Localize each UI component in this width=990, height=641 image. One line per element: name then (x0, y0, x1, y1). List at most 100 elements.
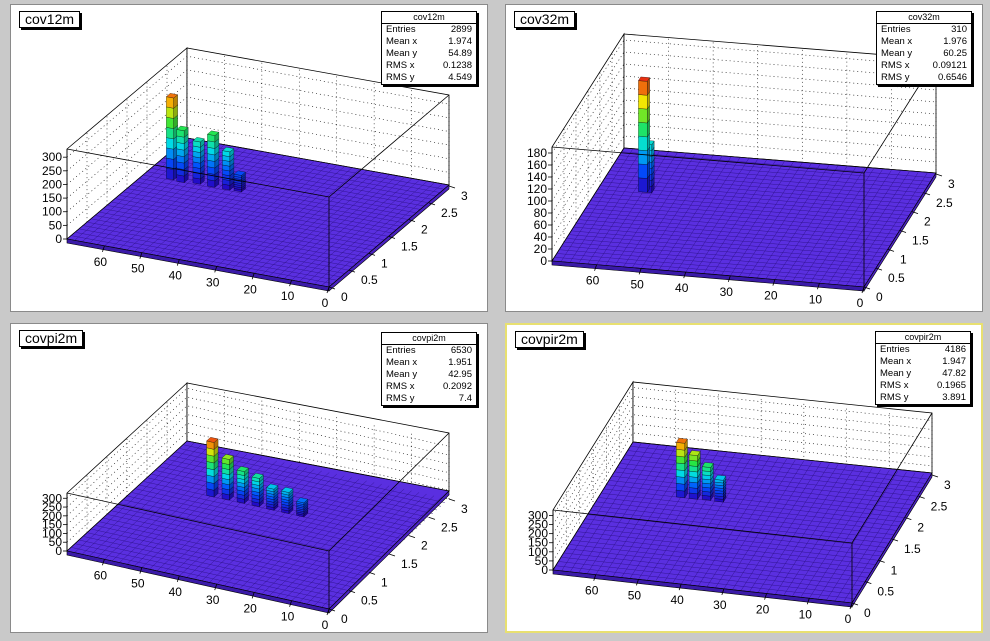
floor-cell-line (621, 151, 934, 178)
y-tick (636, 579, 639, 586)
stats-value: 4186 (944, 344, 966, 355)
z-gridline (66, 83, 450, 185)
bar-face-front (166, 116, 174, 129)
stats-value: 42.95 (448, 369, 472, 380)
stats-value: 1.951 (448, 357, 472, 368)
stats-row-rms-x: RMS x 0.2092 (382, 381, 476, 393)
y-tick (849, 602, 853, 610)
stats-label: Entries (881, 24, 911, 35)
histogram-bar (701, 462, 714, 501)
bar-face-front (166, 168, 174, 180)
bar-face-top (165, 93, 179, 99)
floor-cell-line (138, 484, 402, 544)
floor-cell-line (209, 472, 330, 583)
y-tick-label: 60 (94, 255, 108, 269)
bar-face-top (221, 454, 234, 460)
x-tick (428, 516, 436, 520)
floor-cell-line (268, 485, 390, 596)
floor-cell-line (142, 174, 406, 224)
floor-cell-line (70, 547, 334, 606)
stats-value: 4.549 (448, 72, 472, 83)
stats-row-rms-y: RMS y 0.6546 (877, 72, 971, 84)
floor-cell-line (106, 514, 370, 573)
bar-face-front (638, 108, 648, 124)
bar-face-top (281, 487, 294, 493)
histogram-bar (165, 93, 179, 181)
floor-cell-line (749, 463, 830, 592)
z-tick-label: 100 (42, 526, 62, 540)
z-tick-label: 60 (534, 218, 548, 232)
floor-cell-line (561, 245, 874, 273)
floor-cell-line (574, 535, 874, 570)
floor-cell-line (566, 548, 866, 582)
floor-cell-line (134, 488, 398, 547)
floor-edge-side (328, 490, 450, 614)
pad-covpi2m[interactable]: 0 50 100 150 200 250 300 0 10 20 30 40 50 60 0 0.5 1 1.5 2… (10, 323, 488, 633)
floor-cell-line (179, 158, 300, 260)
y-tick (102, 245, 105, 252)
plot-frame: 050100150200250300010203040506000.511.52… (528, 380, 951, 626)
x-tick (851, 602, 859, 606)
plot-frame: 050100150200250300010203040506000.511.52… (42, 382, 468, 632)
bar-face-front (688, 470, 698, 478)
histogram-bar (638, 76, 650, 193)
y-tick-label: 20 (764, 289, 778, 303)
z-tick-label: 140 (527, 170, 547, 184)
y-tick (289, 600, 292, 607)
pad-cov32m[interactable]: 0 20 40 60 80 100 120 140 160 180 0 10 20 30 40 50 60 0 0.… (505, 4, 983, 312)
y-tick (678, 584, 682, 591)
stats-box: covpir2m Entries 4186 Mean x 1.947 Mean y 4… (875, 331, 971, 405)
floor-cell-line (96, 447, 218, 558)
floor-cell-line (81, 444, 203, 555)
floor-cell-line (569, 443, 651, 572)
histogram-bar (676, 437, 688, 499)
x-tick-label: 2.5 (931, 499, 948, 513)
floor-cell-line (614, 153, 687, 267)
pad-cov12m[interactable]: 0 50 100 150 200 250 300 0 10 20 30 40 50 60 0 0.5 1 1.5 2… (10, 4, 488, 312)
pad-covpir2m[interactable]: 0 50 100 150 200 250 300 0 10 20 30 40 50 60 0 0.5 1 1.5 2… (505, 323, 983, 633)
x-tick (899, 230, 907, 233)
z-tick-label: 20 (534, 242, 548, 256)
stats-label: RMS y (386, 393, 415, 404)
floor-cell-line (624, 454, 925, 488)
z-tick-label: 250 (42, 164, 62, 178)
bar-face-front (676, 476, 685, 485)
floor-cell-line (162, 158, 426, 207)
floor-cell-line (89, 445, 210, 557)
histogram-bar (236, 466, 249, 504)
histogram-bar (206, 437, 219, 498)
lego-plot-cov32m: 020406080100120140160180010203040506000.… (527, 32, 955, 310)
histogram-bar (221, 454, 234, 501)
stats-row-rms-y: RMS y 4.549 (382, 72, 476, 84)
x-tick-label: 1 (900, 252, 907, 266)
x-tick-label: 0.5 (888, 271, 905, 285)
x-tick (368, 571, 376, 575)
floor-cell-line (590, 510, 890, 544)
stats-label: Mean y (386, 369, 418, 380)
x-tick-label: 0 (876, 290, 883, 304)
y-tick (214, 266, 218, 273)
stats-label: RMS x (880, 380, 909, 391)
floor-edge-side (851, 471, 933, 609)
floor-cell-line (78, 539, 342, 599)
floor-cell-line (90, 218, 354, 267)
x-tick (923, 192, 931, 196)
bar-face-top (701, 462, 714, 468)
floor-cell-line (579, 527, 879, 561)
floor-cell-line (792, 468, 873, 597)
bar-face-top (688, 450, 701, 456)
floor-cell-line (126, 495, 390, 555)
floor-cell-line (94, 215, 358, 264)
y-tick (176, 575, 180, 582)
floor-cell-line (765, 165, 839, 279)
floor-cell-line (194, 469, 315, 580)
floor-cell-line (119, 147, 240, 249)
x-tick-label: 3 (948, 177, 955, 191)
y-tick (721, 588, 725, 595)
y-tick-label: 50 (630, 277, 644, 291)
y-tick-label: 40 (675, 281, 689, 295)
z-tick-label: 150 (42, 518, 62, 532)
floor-cell-line (554, 257, 867, 284)
floor-cell-line (102, 208, 366, 257)
y-tick (176, 259, 180, 266)
